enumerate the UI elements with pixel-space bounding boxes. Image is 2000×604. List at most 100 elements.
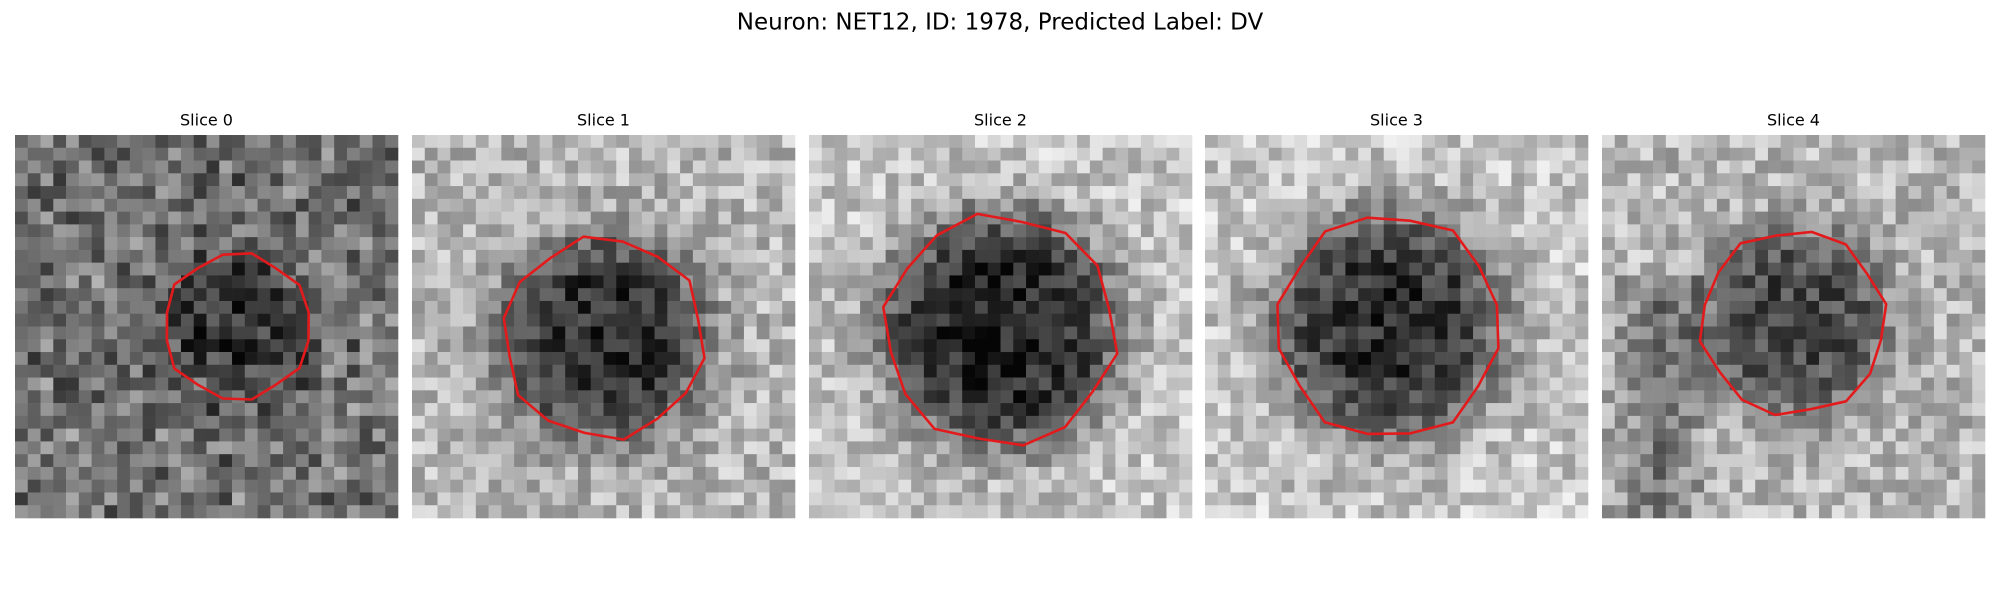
pixel	[629, 441, 643, 455]
pixel	[1921, 415, 1935, 429]
pixel	[552, 492, 566, 506]
pixel	[1511, 466, 1525, 480]
pixel	[1562, 505, 1576, 519]
pixel	[1933, 441, 1947, 455]
pixel	[987, 364, 1001, 378]
pixel	[860, 173, 874, 187]
pixel	[1153, 441, 1167, 455]
pixel	[1614, 160, 1628, 174]
pixel	[78, 466, 92, 480]
pixel	[270, 313, 284, 327]
pixel	[450, 505, 464, 519]
pixel	[1959, 377, 1973, 391]
pixel	[1256, 186, 1270, 200]
pixel	[1140, 352, 1154, 366]
pixel	[1345, 390, 1359, 404]
pixel	[936, 147, 950, 161]
pixel	[1256, 135, 1270, 149]
pixel	[1575, 390, 1589, 404]
pixel	[526, 186, 540, 200]
pixel	[1882, 198, 1896, 212]
pixel	[1485, 403, 1499, 417]
pixel	[1153, 492, 1167, 506]
pixel	[667, 352, 681, 366]
pixel	[885, 492, 899, 506]
pixel	[1358, 364, 1372, 378]
pixel	[1653, 390, 1667, 404]
pixel	[1447, 211, 1461, 225]
pixel	[1256, 313, 1270, 327]
pixel	[1921, 249, 1935, 263]
pixel	[1256, 466, 1270, 480]
pixel	[206, 288, 220, 302]
pixel	[654, 262, 668, 276]
pixel	[654, 288, 668, 302]
pixel	[1102, 390, 1116, 404]
pixel	[1243, 364, 1257, 378]
pixel	[654, 505, 668, 519]
pixel	[372, 147, 386, 161]
pixel	[1409, 441, 1423, 455]
pixel	[1434, 352, 1448, 366]
pixel	[590, 224, 604, 238]
pixel	[885, 441, 899, 455]
pixel	[1549, 352, 1563, 366]
pixel	[898, 505, 912, 519]
pixel	[1319, 377, 1333, 391]
pixel	[104, 505, 118, 519]
pixel	[1358, 262, 1372, 276]
pixel	[1767, 339, 1782, 353]
pixel	[974, 173, 989, 187]
pixel	[731, 160, 745, 174]
pixel	[1780, 186, 1794, 200]
pixel	[193, 505, 207, 519]
pixel	[334, 135, 348, 149]
pixel	[142, 224, 156, 238]
pixel	[1780, 352, 1794, 366]
pixel	[1358, 224, 1372, 238]
pixel	[1447, 237, 1461, 251]
pixel	[743, 364, 757, 378]
pixel	[437, 288, 451, 302]
pixel	[1217, 326, 1231, 340]
pixel	[1064, 326, 1078, 340]
pixel	[104, 262, 118, 276]
pixel	[1077, 441, 1091, 455]
pixel	[40, 403, 54, 417]
pixel	[1115, 364, 1129, 378]
pixel	[577, 313, 592, 327]
pixel	[603, 339, 617, 353]
pixel	[1205, 211, 1219, 225]
pixel	[1716, 300, 1730, 315]
pixel	[91, 211, 105, 225]
pixel	[1691, 415, 1705, 429]
pixel	[692, 390, 706, 404]
pixel	[1307, 492, 1321, 506]
pixel	[1678, 415, 1692, 429]
pixel	[1498, 390, 1512, 404]
pixel	[911, 288, 925, 302]
pixel	[898, 173, 912, 187]
pixel	[616, 505, 630, 519]
pixel	[1013, 339, 1027, 353]
pixel	[1268, 492, 1282, 506]
pixel	[1908, 249, 1922, 263]
pixel	[1051, 198, 1065, 212]
pixel	[168, 466, 182, 480]
pixel	[283, 160, 297, 174]
pixel	[1460, 186, 1474, 200]
pixel	[1602, 211, 1616, 225]
pixel	[463, 339, 477, 353]
pixel	[1575, 186, 1589, 200]
pixel	[1256, 352, 1270, 366]
pixel	[936, 352, 950, 366]
pixel	[1217, 300, 1231, 315]
pixel	[66, 466, 80, 480]
pixel	[488, 352, 502, 366]
pixel	[1793, 147, 1807, 161]
pixel	[40, 186, 54, 200]
pixel	[450, 186, 464, 200]
pixel	[1627, 505, 1641, 519]
pixel	[936, 186, 950, 200]
pixel	[1051, 288, 1065, 302]
